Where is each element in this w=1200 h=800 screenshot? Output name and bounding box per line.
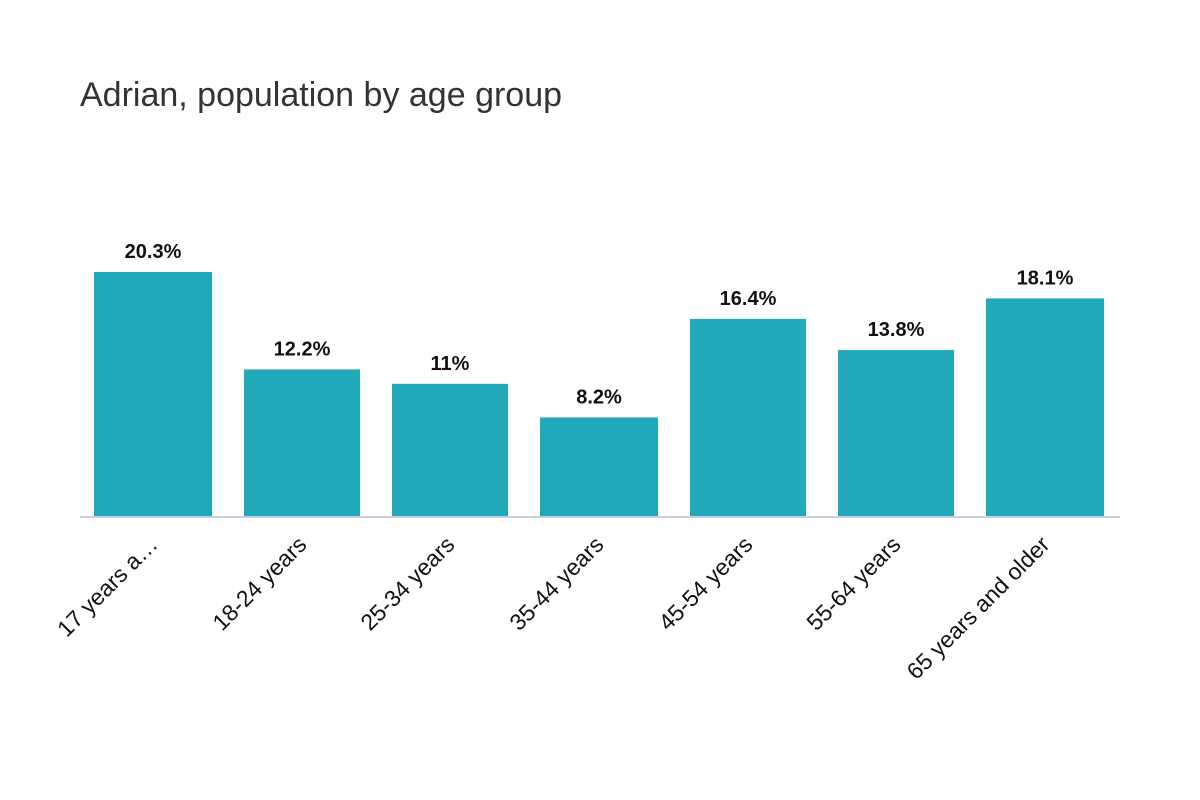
chart-title: Adrian, population by age group	[80, 76, 563, 114]
bar-4	[540, 417, 658, 516]
x-tick-label: 65 years and older	[901, 531, 1054, 684]
bar-value-label: 11%	[431, 353, 470, 375]
bar-2	[244, 369, 360, 516]
bar-value-label: 18.1%	[1017, 267, 1074, 289]
bar-3	[392, 383, 508, 516]
bar-7	[986, 298, 1104, 516]
x-tick-label: 45-54 years	[653, 531, 757, 635]
bar-6	[838, 350, 954, 516]
bar-value-label: 16.4%	[720, 288, 777, 310]
bar-value-label: 20.3%	[125, 241, 182, 263]
bar-value-label: 8.2%	[576, 386, 622, 408]
x-tick-label: 17 years a…	[52, 531, 163, 642]
x-tick-label: 25-34 years	[355, 531, 459, 635]
bar-value-label: 12.2%	[274, 338, 331, 360]
bar-5	[690, 318, 806, 516]
bar-1	[94, 272, 212, 516]
x-tick-label: 18-24 years	[207, 531, 311, 635]
x-tick-label: 35-44 years	[504, 531, 608, 635]
bar-value-label: 13.8%	[868, 319, 925, 341]
x-tick-label: 55-64 years	[801, 531, 905, 635]
